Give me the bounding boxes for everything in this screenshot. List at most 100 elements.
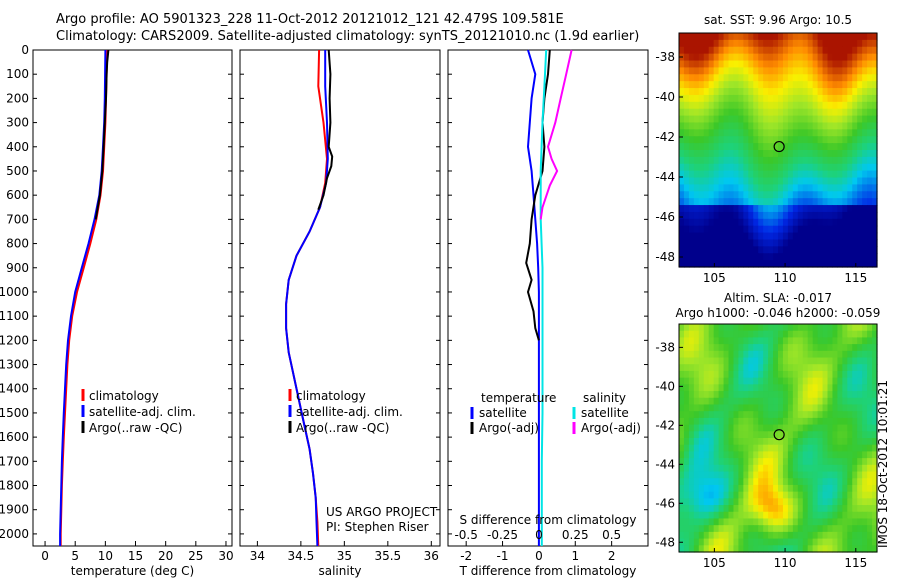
sla-map-cell (872, 357, 878, 365)
sst-map-cell (782, 205, 789, 213)
sla-map-cell (792, 505, 799, 513)
sst-map-cell (733, 108, 739, 117)
sla-map-cell (763, 384, 769, 392)
sst-map-cell (857, 170, 863, 179)
temperature-profile-xlabel: temperature (deg C) (71, 564, 194, 578)
sst-map-cell (703, 205, 710, 213)
sla-map-cell (797, 431, 804, 439)
sst-map-cell (827, 39, 834, 48)
sla-map-cell (773, 451, 779, 459)
sst-map-cell (698, 122, 705, 130)
sla-map-cell (683, 458, 690, 466)
sst-map-cell (867, 150, 873, 158)
sst-map-cell (822, 115, 829, 124)
sst-map-cell (857, 177, 863, 186)
diff-top-xlabel: S difference from climatology (460, 513, 637, 527)
sla-map-cell (852, 364, 858, 372)
sla-map-cell (763, 484, 769, 493)
sla-map-cell (807, 498, 814, 506)
sst-map-cell (867, 60, 873, 69)
sla-map-cell (728, 350, 735, 359)
sst-map-cell (688, 115, 695, 124)
sla-map-cell (713, 518, 720, 526)
sst-map-cell (832, 156, 838, 165)
sla-map-cell (688, 397, 695, 406)
sla-map-cell (763, 377, 769, 385)
sst-map-cell (787, 225, 794, 234)
sst-map-cell (787, 108, 794, 117)
sst-map-cell (708, 156, 715, 165)
sst-map-cell (862, 218, 868, 227)
sst-map-cell (728, 67, 735, 75)
sla-map-cell (723, 471, 730, 479)
sla-map-cell (768, 518, 774, 526)
sst-map-cell (812, 39, 819, 48)
sla-map-cell (713, 531, 720, 540)
sla-map-cell (713, 444, 720, 453)
sst-map-cell (743, 218, 749, 227)
sla-map-cell (728, 364, 735, 372)
temperature-profile-legend-label: satellite-adj. clim. (89, 405, 196, 419)
sst-map-cell (753, 143, 759, 151)
sst-map-cell (842, 33, 848, 41)
sst-map-cell (713, 67, 720, 75)
sst-map-cell (802, 225, 809, 234)
sst-map-cell (758, 218, 764, 227)
sla-map-cell (728, 438, 735, 446)
sla-map-cell (743, 391, 749, 399)
sla-map-cell (748, 498, 754, 506)
sla-map-cell (738, 431, 744, 439)
sst-map-cell (782, 211, 789, 220)
sst-map-cell (679, 170, 685, 179)
sla-map-cell (812, 525, 819, 533)
depth-tick-label: 1800 (0, 479, 29, 493)
sla-map-cell (738, 324, 744, 332)
salinity-profile-legend-label: Argo(..raw -QC) (296, 421, 389, 435)
sst-map-cell (812, 260, 819, 268)
sst-map-cell (688, 205, 695, 213)
depth-tick-label: 1900 (0, 503, 29, 517)
sst-map-cell (733, 150, 739, 158)
sla-map-cell (832, 411, 838, 419)
sla-map-cell (703, 525, 710, 533)
sst-map-cell (738, 33, 744, 41)
sst-map-cell (867, 260, 873, 268)
sst-map-cell (703, 260, 710, 268)
sst-map-cell (857, 81, 863, 89)
sst-map-cell (832, 33, 838, 41)
sla-map-cell (842, 491, 848, 499)
depth-tick-label: 1100 (0, 309, 29, 323)
sst-map-cell (862, 53, 868, 62)
sla-map-cell (688, 384, 695, 392)
sst-map-cell (778, 225, 784, 234)
sla-map-cell (867, 498, 873, 506)
sla-map-cell (679, 350, 685, 359)
sst-map-cell (723, 53, 730, 62)
sla-map-cell (867, 411, 873, 419)
sst-map-cell (743, 115, 749, 124)
sla-map-cell (842, 424, 848, 432)
sla-map-cell (768, 471, 774, 479)
sst-map-cell (738, 156, 744, 165)
sst-map-cell (738, 163, 744, 172)
sla-map-cell (743, 511, 749, 520)
sla-map-cell (842, 370, 848, 379)
sst-map-cell (872, 143, 878, 151)
sst-map-cell (723, 115, 730, 124)
diff-top-tick-label: 0 (535, 528, 543, 542)
sla-map-cell (679, 478, 685, 486)
sst-map-ytick-label: -38 (655, 50, 675, 64)
sst-map-cell (802, 232, 809, 241)
sst-map-cell (837, 239, 843, 247)
sla-map-cell (872, 478, 878, 486)
sst-map-cell (698, 81, 705, 89)
sst-map-cell (713, 184, 720, 192)
sla-map-cell (827, 384, 834, 392)
diff-legend-header-sal: salinity (583, 391, 626, 405)
sst-map-cell (683, 191, 690, 199)
sst-map-cell (787, 67, 794, 75)
sst-map-cell (847, 225, 853, 234)
sst-map-cell (862, 94, 868, 103)
sst-map-cell (758, 205, 764, 213)
sst-map-cell (743, 122, 749, 130)
